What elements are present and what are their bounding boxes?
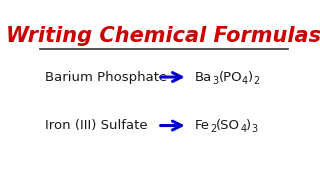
- Text: 2: 2: [210, 124, 216, 134]
- Text: ): ): [246, 119, 252, 132]
- Text: Barium Phosphate: Barium Phosphate: [45, 71, 167, 84]
- Text: Iron (III) Sulfate: Iron (III) Sulfate: [45, 119, 148, 132]
- Text: 3: 3: [252, 124, 258, 134]
- Text: (PO: (PO: [218, 71, 242, 84]
- Text: 4: 4: [242, 76, 248, 86]
- Text: 4: 4: [240, 124, 246, 134]
- Text: Ba: Ba: [195, 71, 212, 84]
- Text: ): ): [248, 71, 253, 84]
- Text: Fe: Fe: [195, 119, 210, 132]
- Text: Writing Chemical Formulas: Writing Chemical Formulas: [6, 26, 320, 46]
- Text: 2: 2: [253, 76, 260, 86]
- Text: 3: 3: [212, 76, 218, 86]
- Text: (SO: (SO: [216, 119, 240, 132]
